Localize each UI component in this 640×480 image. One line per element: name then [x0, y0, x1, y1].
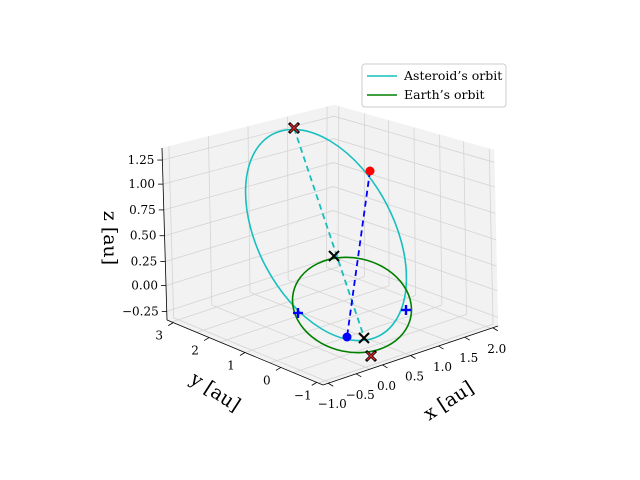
grid-x-wall-3: [413, 127, 416, 296]
x-tick-1: [356, 373, 362, 378]
y-tick-3: [203, 337, 210, 341]
z-tick-label-0: −0.25: [122, 304, 159, 318]
orbit-curves: [244, 127, 413, 354]
grid-y-wall-2: [247, 126, 251, 293]
blue-dashed-link: [346, 170, 371, 338]
y-tick-2: [239, 352, 246, 356]
y-axis-label: y [au]: [185, 367, 244, 416]
earth-orbit: [291, 256, 413, 354]
x-tick-5: [464, 336, 470, 341]
x-tick-label-6: 2.0: [487, 342, 506, 356]
x-tick-label-0: −1.0: [318, 397, 347, 411]
grid-x-wall-6: [488, 148, 494, 325]
y-tick-label-0: −1: [294, 388, 312, 402]
grid-lines: [162, 106, 498, 384]
x-tick-6: [492, 327, 498, 332]
grid-z-4: [163, 162, 496, 214]
y-tick-4: [168, 322, 174, 326]
grid-z-3: [164, 186, 497, 241]
grid-z-6: [162, 115, 495, 163]
x-tick-2: [382, 364, 388, 369]
grid-z-5: [162, 138, 495, 188]
x-tick-label-4: 1.0: [433, 360, 452, 374]
z-tick-label-3: 0.50: [130, 229, 157, 243]
grid-y-wall-0: [168, 146, 175, 318]
grid-x-wall-4: [439, 134, 443, 306]
grid-y-wall-4: [325, 106, 328, 268]
grid-y-wall-1: [208, 136, 213, 306]
grid-y-floor-2: [249, 292, 411, 356]
earth-red-x-bottom: [364, 349, 378, 363]
black-x-lower: [358, 332, 370, 344]
grid-x-wall-0: [337, 106, 340, 267]
grid-y-floor-4: [326, 266, 492, 329]
asteroid-red-dot: [365, 166, 375, 176]
x-tick-0: [328, 382, 334, 387]
x-tick-label-3: 0.5: [405, 370, 424, 384]
x-tick-label-1: −0.5: [346, 388, 375, 402]
y-tick-label-3: 2: [191, 344, 199, 358]
z-tick-label-5: 1.00: [128, 177, 155, 191]
grid-y-wall-3: [287, 116, 289, 280]
y-tick-label-1: 0: [263, 373, 271, 387]
y-tick-1: [275, 367, 282, 371]
grid-z-2: [165, 210, 497, 267]
z-tick-label-1: 0.00: [131, 279, 158, 293]
z-axis-label: z [au]: [99, 211, 121, 265]
blue-dot: [342, 332, 352, 342]
legend-label-asteroid: Asteroid’s orbit: [403, 68, 502, 83]
asteroid-red-x-top: [287, 121, 301, 135]
axes-panes: [161, 104, 499, 386]
z-axis-line: [161, 147, 168, 321]
black-x-center: [328, 250, 340, 262]
x-tick-label-5: 1.5: [459, 351, 478, 365]
blue-plus-right: [401, 305, 411, 315]
orbit-markers: [287, 121, 411, 363]
grid-y-floor-3: [288, 279, 451, 343]
grid-y-floor-1: [211, 304, 371, 370]
y-tick-label-2: 1: [227, 359, 235, 373]
grid-x-wall-5: [463, 141, 468, 315]
z-tick-label-2: 0.25: [131, 255, 158, 269]
legend-label-earth: Earth’s orbit: [404, 87, 485, 102]
right-wall-pane: [332, 104, 499, 327]
y-tick-0: [311, 382, 317, 386]
x-tick-label-2: 0.0: [377, 379, 396, 393]
y-tick-label-4: 3: [155, 329, 163, 343]
legend: Asteroid’s orbit Earth’s orbit: [361, 63, 507, 108]
blue-plus-left: [293, 308, 303, 318]
legend-box: [361, 63, 507, 108]
x-tick-3: [410, 355, 416, 359]
z-tick-label-4: 0.75: [129, 203, 156, 217]
x-tick-4: [438, 345, 444, 350]
grid-x-wall-2: [387, 120, 390, 286]
x-axis-label: x [au]: [420, 377, 478, 425]
tick-marks: −1.0−0.50.0 0.5 1.0 1.5 2.0 −1 0 1 2 3 −0.25 0.00 0.…: [122, 153, 506, 411]
grid-y-floor-0: [173, 317, 331, 384]
asteroid-orbit: [244, 128, 408, 342]
grid-z-1: [165, 232, 498, 292]
z-tick-label-6: 1.25: [128, 153, 155, 167]
